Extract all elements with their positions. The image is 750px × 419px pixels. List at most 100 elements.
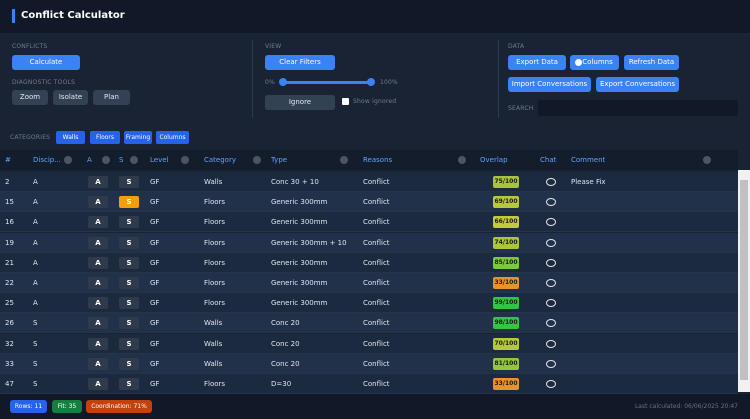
filter-icon[interactable] xyxy=(340,156,348,164)
column-header[interactable]: Reasons xyxy=(363,156,393,164)
filter-icon[interactable] xyxy=(64,156,72,164)
chat-icon[interactable] xyxy=(546,359,556,368)
table-row[interactable]: 26 S A S GF Walls Conc 20 Conflict 98/100 xyxy=(0,313,738,334)
column-header[interactable]: Comment xyxy=(571,156,606,164)
column-header[interactable]: Overlap xyxy=(480,156,508,164)
s-badge[interactable]: S xyxy=(119,317,139,330)
zoom-button[interactable]: Zoom xyxy=(12,90,48,105)
s-badge[interactable]: S xyxy=(119,337,139,350)
a-badge[interactable]: A xyxy=(88,337,108,350)
export-button[interactable]: Export Conversations xyxy=(596,77,679,92)
cell: Conflict xyxy=(363,339,390,348)
chat-icon[interactable] xyxy=(546,299,556,308)
chat-icon[interactable] xyxy=(546,279,556,287)
s-badge[interactable]: S xyxy=(119,216,139,229)
filter-icon[interactable] xyxy=(181,156,189,164)
category-chip[interactable]: Walls xyxy=(56,131,85,144)
a-badge[interactable]: A xyxy=(88,176,108,188)
column-header[interactable]: Type xyxy=(271,156,288,164)
a-badge[interactable]: A xyxy=(88,196,108,209)
column-header[interactable]: A xyxy=(87,156,92,164)
a-badge[interactable]: A xyxy=(88,277,108,289)
table-row[interactable]: 15 A A S GF Floors Generic 300mm Conflict 69/100 xyxy=(0,192,738,213)
checkbox[interactable] xyxy=(342,98,349,105)
calculate-button[interactable]: Calculate xyxy=(12,55,80,70)
s-badge[interactable]: S xyxy=(119,236,139,249)
s-badge[interactable]: S xyxy=(119,196,139,209)
export-data-button[interactable]: Export Data xyxy=(508,55,566,70)
chat-icon[interactable] xyxy=(546,380,556,388)
column-header[interactable]: S xyxy=(119,156,124,164)
a-badge[interactable]: A xyxy=(88,378,108,390)
column-header[interactable]: Discip... xyxy=(33,156,61,164)
a-badge[interactable]: A xyxy=(88,236,108,249)
s-badge[interactable]: S xyxy=(119,256,139,269)
section-label: DIAGNOSTIC TOOLS xyxy=(12,79,76,86)
cell: Please Fix xyxy=(571,178,606,186)
slider-max: 100% xyxy=(380,79,398,86)
filter-icon[interactable] xyxy=(703,156,711,164)
table-row[interactable]: 47 S A S GF Floors D=30 Conflict 33/100 xyxy=(0,374,738,394)
table-row[interactable]: 2 A A S GF Walls Conc 30 + 10 Conflict 75/100 Ple… xyxy=(0,172,738,192)
a-badge[interactable]: A xyxy=(88,357,108,370)
table-row[interactable]: 32 S A S GF Walls Conc 20 Conflict 70/100 xyxy=(0,333,738,354)
refresh-data-button[interactable]: Refresh Data xyxy=(624,55,679,70)
filter-icon[interactable] xyxy=(253,156,261,164)
chat-icon[interactable] xyxy=(546,339,556,348)
overlap-badge: 33/100 xyxy=(493,277,519,289)
table-row[interactable]: 16 A A S GF Floors Generic 300mm Conflict 66/100 xyxy=(0,212,738,233)
cell: Floors xyxy=(204,279,226,287)
s-badge[interactable]: S xyxy=(119,378,139,390)
scrollbar-thumb[interactable] xyxy=(740,180,748,380)
columns-button[interactable]: Columns xyxy=(570,55,619,70)
s-badge[interactable]: S xyxy=(119,176,139,188)
a-badge[interactable]: A xyxy=(88,256,108,269)
cell: Conflict xyxy=(363,299,390,308)
chat-icon[interactable] xyxy=(546,198,556,207)
cell: A xyxy=(33,279,38,287)
chat-icon[interactable] xyxy=(546,178,556,186)
clear-filters-button[interactable]: Clear Filters xyxy=(265,55,335,70)
slider-handle[interactable] xyxy=(367,78,375,86)
search-label: SEARCH xyxy=(508,105,534,112)
s-badge[interactable]: S xyxy=(119,297,139,310)
category-chip[interactable]: Framing xyxy=(124,131,152,144)
cell: Conflict xyxy=(363,198,390,207)
table-row[interactable]: 22 A A S GF Floors Generic 300mm Conflict 33/100 xyxy=(0,273,738,293)
import-button[interactable]: Import Conversations xyxy=(508,77,591,92)
chat-icon[interactable] xyxy=(546,218,556,227)
ignore-button[interactable]: Ignore xyxy=(265,95,335,110)
cell: 21 xyxy=(5,258,14,267)
chat-icon[interactable] xyxy=(546,258,556,267)
chat-icon[interactable] xyxy=(546,319,556,328)
cell: S xyxy=(33,359,38,368)
divider xyxy=(498,40,499,118)
filter-icon[interactable] xyxy=(130,156,138,164)
filter-icon[interactable] xyxy=(458,156,466,164)
a-badge[interactable]: A xyxy=(88,297,108,310)
search-input[interactable] xyxy=(538,100,738,116)
filter-icon[interactable] xyxy=(102,156,110,164)
s-badge[interactable]: S xyxy=(119,357,139,370)
slider-handle[interactable] xyxy=(279,78,287,86)
a-badge[interactable]: A xyxy=(88,216,108,229)
table-row[interactable]: 33 S A S GF Walls Conc 20 Conflict 81/100 xyxy=(0,353,738,374)
cell: 15 xyxy=(5,198,14,207)
category-chip[interactable]: Floors xyxy=(90,131,120,144)
chat-icon[interactable] xyxy=(546,238,556,247)
column-header[interactable]: # xyxy=(5,156,11,164)
slider-track[interactable] xyxy=(281,81,372,84)
category-chip[interactable]: Columns xyxy=(156,131,189,144)
isolate-button[interactable]: Isolate xyxy=(53,90,88,105)
column-header[interactable]: Chat xyxy=(540,156,557,164)
cell: A xyxy=(33,299,38,308)
table-row[interactable]: 25 A A S GF Floors Generic 300mm Conflict 99/100 xyxy=(0,293,738,314)
table-row[interactable]: 21 A A S GF Floors Generic 300mm Conflict 85/100 xyxy=(0,252,738,273)
column-header[interactable]: Category xyxy=(204,156,236,164)
table-row[interactable]: 19 A A S GF Floors Generic 300mm + 10 Conflict 7… xyxy=(0,232,738,253)
s-badge[interactable]: S xyxy=(119,277,139,289)
a-badge[interactable]: A xyxy=(88,317,108,330)
column-header[interactable]: Level xyxy=(150,156,169,164)
cell: S xyxy=(33,380,38,388)
plan-button[interactable]: Plan xyxy=(93,90,130,105)
